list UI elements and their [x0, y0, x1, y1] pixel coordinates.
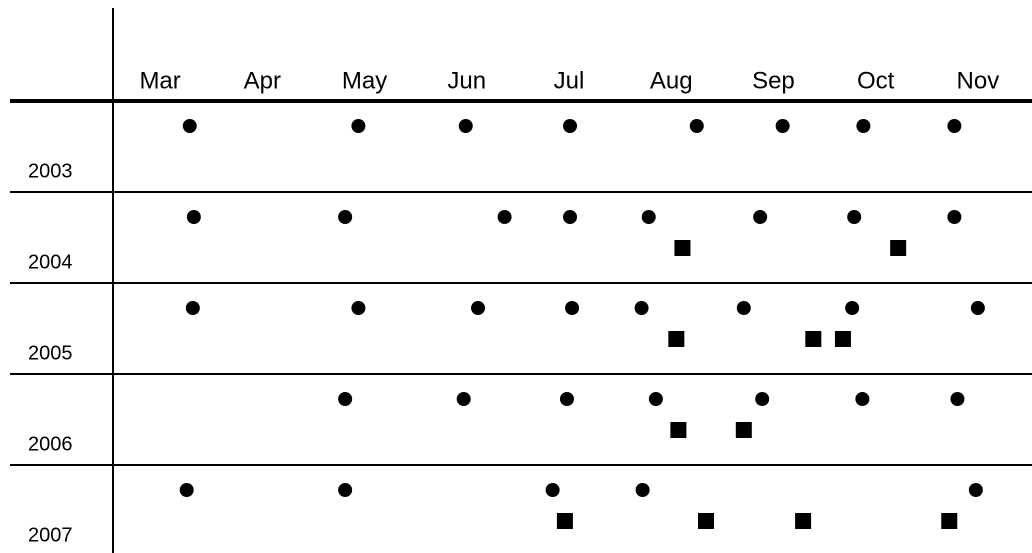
- square-marker: [834, 331, 851, 347]
- square-marker: [805, 331, 822, 347]
- square-marker: [735, 422, 752, 438]
- circle-marker: [456, 392, 471, 406]
- circle-marker: [856, 119, 871, 133]
- square-marker: [674, 240, 691, 256]
- square-marker: [795, 513, 812, 529]
- circle-marker: [351, 301, 366, 315]
- circle-marker: [689, 119, 704, 133]
- circle-marker: [635, 483, 650, 497]
- circle-marker: [755, 392, 770, 406]
- circle-marker: [563, 210, 578, 224]
- circle-marker: [338, 392, 353, 406]
- x-tick-label: Jun: [447, 67, 486, 94]
- x-tick-label: Sep: [752, 67, 795, 94]
- circle-marker: [545, 483, 560, 497]
- circle-marker: [351, 119, 366, 133]
- circle-marker: [753, 210, 768, 224]
- circle-marker: [338, 483, 353, 497]
- circle-marker: [736, 301, 751, 315]
- circle-marker: [847, 210, 862, 224]
- circle-marker: [182, 119, 197, 133]
- circle-marker: [947, 210, 962, 224]
- square-marker: [668, 331, 685, 347]
- circle-marker: [950, 392, 965, 406]
- circle-marker: [775, 119, 790, 133]
- x-tick-label: Oct: [857, 67, 895, 94]
- circle-marker: [947, 119, 962, 133]
- circle-marker: [185, 301, 200, 315]
- circle-marker: [855, 392, 870, 406]
- circle-marker: [641, 210, 656, 224]
- square-marker: [556, 513, 573, 529]
- x-tick-label: Apr: [244, 67, 281, 94]
- square-marker: [697, 513, 714, 529]
- circle-marker: [565, 301, 580, 315]
- circle-marker: [648, 392, 663, 406]
- circle-marker: [845, 301, 860, 315]
- circle-marker: [471, 301, 486, 315]
- circle-marker: [458, 119, 473, 133]
- circle-marker: [970, 301, 985, 315]
- circle-marker: [559, 392, 574, 406]
- square-marker: [890, 240, 907, 256]
- circle-marker: [968, 483, 983, 497]
- x-tick-label: Aug: [650, 67, 693, 94]
- circle-marker: [186, 210, 201, 224]
- circle-marker: [563, 119, 578, 133]
- year-label: 2007: [28, 524, 73, 546]
- year-label: 2005: [28, 342, 73, 364]
- circle-marker: [634, 301, 649, 315]
- year-label: 2003: [28, 160, 73, 182]
- year-label: 2004: [28, 251, 73, 273]
- circle-marker: [497, 210, 512, 224]
- x-tick-label: Nov: [957, 67, 1000, 94]
- square-marker: [941, 513, 958, 529]
- x-tick-label: May: [342, 67, 387, 94]
- x-tick-label: Jul: [554, 67, 585, 94]
- circle-marker: [338, 210, 353, 224]
- square-marker: [670, 422, 687, 438]
- x-tick-label: Mar: [139, 67, 180, 94]
- year-label: 2006: [28, 433, 73, 455]
- circle-marker: [179, 483, 194, 497]
